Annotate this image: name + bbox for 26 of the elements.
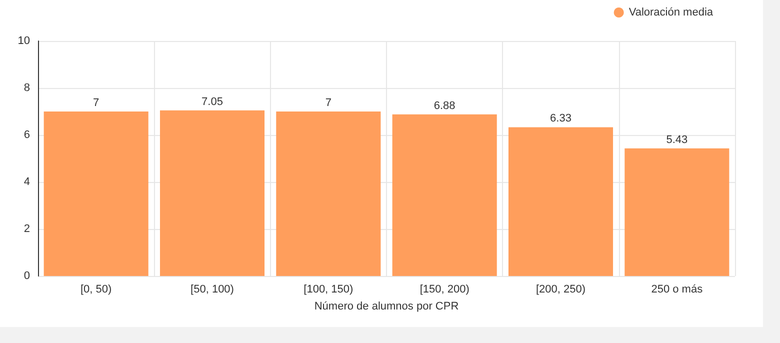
data-label: 5.43 [666, 134, 688, 146]
x-axis-title: Número de alumnos por CPR [314, 300, 459, 312]
x-tick-label: [200, 250) [536, 284, 586, 296]
data-label: 6.88 [434, 100, 456, 112]
y-tick-label: 10 [18, 35, 30, 47]
y-tick-label: 6 [24, 129, 30, 141]
legend-label: Valoración media [628, 6, 714, 18]
data-label: 7 [93, 97, 100, 109]
bar [276, 112, 381, 276]
bar [392, 114, 497, 276]
data-label: 7.05 [202, 96, 223, 108]
y-tick-label: 2 [24, 223, 30, 235]
bar [508, 127, 614, 276]
bar [44, 112, 148, 276]
x-tick-label: [50, 100) [190, 284, 234, 296]
data-label: 7 [325, 97, 332, 109]
y-tick-label: 0 [24, 270, 30, 282]
x-tick-label: [100, 150) [304, 284, 354, 296]
y-tick-label: 8 [24, 82, 30, 94]
data-label: 6.33 [550, 112, 572, 125]
bar [624, 148, 730, 276]
x-tick-label: 250 o más [651, 284, 704, 296]
y-tick-label: 4 [24, 176, 30, 188]
bar [160, 110, 265, 276]
x-tick-label: [150, 200) [420, 284, 470, 296]
x-tick-label: [0, 50) [80, 284, 112, 296]
